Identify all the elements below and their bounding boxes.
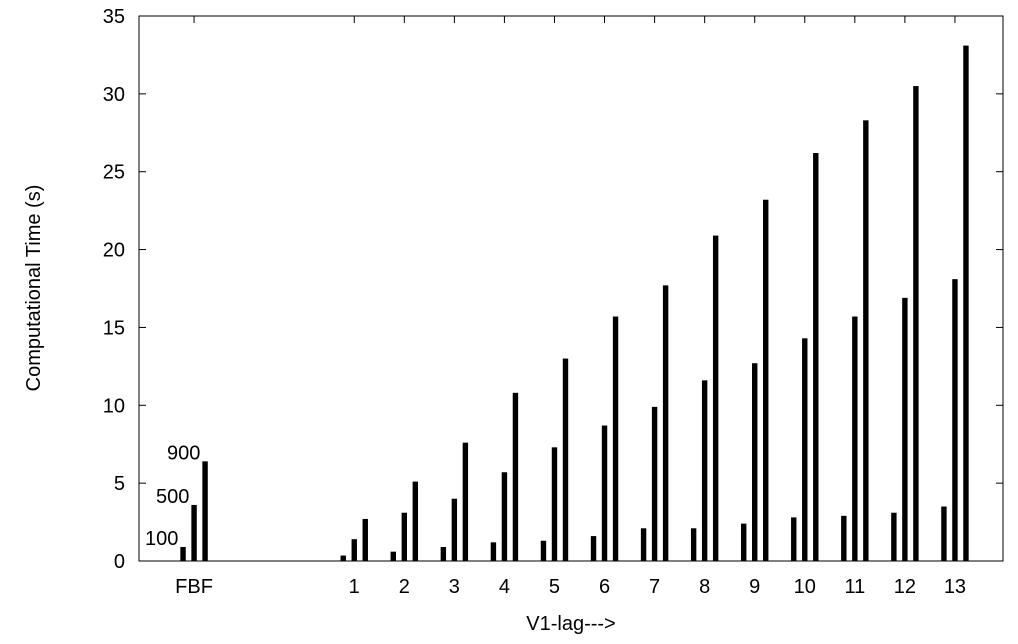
bar-500-11 (852, 316, 858, 561)
bar-500-FBF (191, 504, 197, 561)
bar-900-5 (562, 358, 569, 561)
bar-900-6 (612, 316, 619, 561)
x-tick-label: 2 (399, 576, 410, 598)
bar-900-11 (863, 120, 869, 561)
y-tick-label: 10 (103, 395, 125, 417)
x-tick-label: FBF (175, 576, 213, 598)
bar-100-3 (440, 546, 447, 561)
bar-100-1 (340, 555, 346, 561)
x-tick-label: 12 (894, 576, 916, 598)
plot-area (138, 15, 1004, 562)
bar-500-9 (752, 363, 758, 561)
bar-500-12 (902, 297, 908, 561)
bar-500-10 (802, 338, 808, 561)
y-tick-label: 25 (103, 162, 125, 184)
bar-100-8 (690, 528, 697, 561)
bar-100-2 (390, 551, 396, 561)
y-tick-label: 5 (114, 473, 125, 495)
y-tick-label: 30 (103, 84, 125, 106)
bar-500-6 (601, 425, 608, 561)
x-tick-label: 3 (449, 576, 460, 598)
bar-100-9 (740, 523, 747, 561)
x-tick-label: 10 (794, 576, 816, 598)
bar-500-8 (701, 380, 708, 561)
bar-500-2 (401, 512, 408, 561)
bar-500-3 (451, 498, 458, 561)
x-tick-label: 13 (944, 576, 966, 598)
bar-500-4 (501, 472, 508, 561)
bar-900-7 (662, 285, 669, 561)
bar-900-FBF (202, 461, 208, 561)
bar-100-12 (891, 512, 897, 561)
x-tick-label: 6 (599, 576, 610, 598)
bar-500-5 (551, 447, 558, 561)
x-tick-label: 7 (649, 576, 660, 598)
bar-100-13 (941, 506, 947, 561)
bar-900-10 (813, 153, 819, 561)
y-tick-label: 15 (103, 317, 125, 339)
x-tick-label: 5 (549, 576, 560, 598)
bar-900-9 (763, 199, 769, 561)
bar-100-6 (590, 536, 597, 561)
bar-900-8 (712, 235, 719, 562)
bar-annotation: 500 (156, 486, 189, 508)
x-axis-title: V1-lag---> (526, 613, 615, 635)
x-tick-label: 1 (349, 576, 360, 598)
bar-500-13 (952, 279, 958, 561)
bar-500-7 (651, 406, 658, 561)
bar-900-13 (963, 45, 969, 562)
bar-900-12 (913, 86, 919, 562)
bar-100-10 (791, 517, 797, 561)
bar-900-3 (462, 442, 469, 561)
bar-100-5 (540, 540, 547, 561)
x-tick-label: 8 (699, 576, 710, 598)
x-tick-label: 4 (499, 576, 510, 598)
bar-900-1 (362, 518, 368, 561)
x-tick-label: 9 (749, 576, 760, 598)
x-tick-label: 11 (844, 576, 865, 598)
bar-annotation: 900 (167, 442, 200, 464)
bars-group (180, 45, 969, 562)
bar-900-4 (512, 392, 519, 561)
annotations: 100 500 900 (145, 442, 200, 550)
bar-100-4 (490, 542, 497, 561)
y-axis-title: Computational Time (s) (23, 185, 45, 392)
y-tick-label: 0 (114, 551, 125, 573)
y-tick-label: 20 (103, 240, 125, 262)
bar-100-11 (841, 515, 847, 561)
y-tick-label: 35 (103, 6, 125, 28)
bar-100-FBF (180, 546, 186, 561)
bar-900-2 (412, 481, 419, 561)
bar-500-1 (351, 539, 357, 561)
bar-annotation: 100 (145, 528, 178, 550)
bar-100-7 (640, 528, 647, 561)
